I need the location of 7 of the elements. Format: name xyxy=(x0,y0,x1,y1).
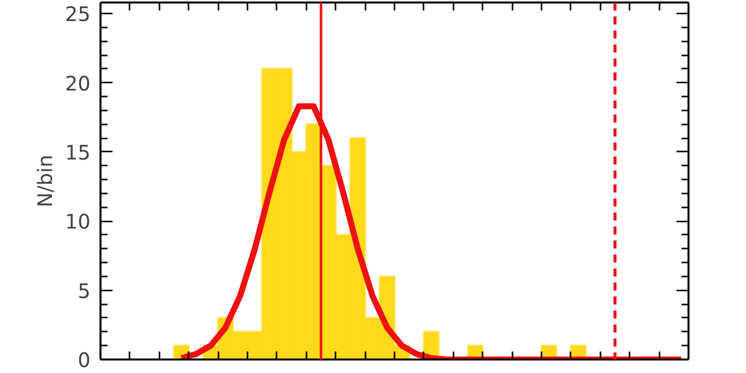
y-tick-label: 15 xyxy=(65,140,91,164)
y-tick-label: 20 xyxy=(65,71,91,96)
y-axis-title: N/bin xyxy=(33,154,58,208)
y-tick-label: 0 xyxy=(78,348,91,372)
y-tick-label: 10 xyxy=(65,210,91,234)
y-tick-label: 25 xyxy=(65,2,91,26)
y-tick-label: 5 xyxy=(78,278,91,303)
